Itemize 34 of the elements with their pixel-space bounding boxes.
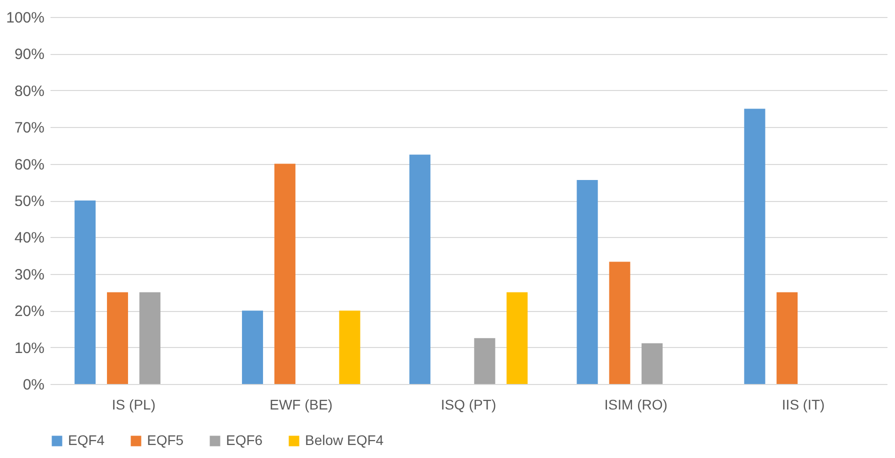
bar	[139, 292, 160, 384]
x-tick-label: EWF (BE)	[270, 396, 333, 412]
y-tick-label: 40%	[14, 230, 44, 247]
bar	[776, 292, 798, 384]
bar	[744, 108, 766, 384]
bar	[106, 292, 128, 384]
y-tick-label: 80%	[14, 82, 44, 100]
y-tick-label: 20%	[14, 303, 44, 320]
x-tick-label: IIS (IT)	[782, 396, 825, 412]
legend-label: Below EQF4	[305, 432, 384, 448]
bar	[642, 343, 663, 384]
bar	[474, 338, 496, 384]
bar	[609, 262, 630, 384]
y-tick-label: 60%	[14, 156, 44, 174]
bar	[576, 180, 598, 384]
x-tick-label: ISIM (RO)	[604, 396, 668, 412]
bar	[409, 154, 430, 384]
bar	[339, 310, 360, 384]
y-tick-label: 100%	[6, 10, 44, 26]
bar	[74, 200, 96, 384]
bar	[506, 292, 528, 384]
bar	[242, 310, 264, 384]
y-tick-label: 0%	[22, 376, 44, 394]
legend-label: EQF6	[226, 432, 263, 448]
y-tick-label: 30%	[14, 266, 44, 284]
x-tick-label: IS (PL)	[112, 396, 156, 412]
x-tick-label: ISQ (PT)	[440, 396, 496, 412]
y-tick-label: 90%	[14, 46, 44, 64]
y-tick-label: 70%	[14, 120, 44, 137]
y-tick-label: 50%	[14, 193, 44, 210]
y-tick-label: 10%	[14, 340, 44, 357]
legend-label: EQF5	[147, 432, 184, 448]
bar	[274, 164, 296, 384]
legend-label: EQF4	[68, 432, 105, 448]
